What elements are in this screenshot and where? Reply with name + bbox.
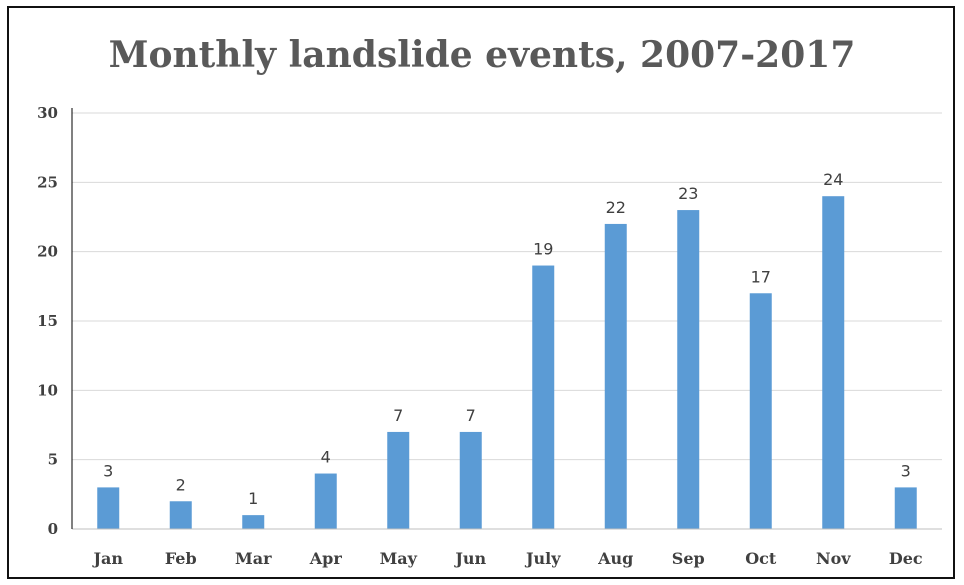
chart-title: Monthly landslide events, 2007-2017 (108, 34, 856, 76)
x-tick-label-mar: Mar (235, 549, 272, 568)
data-label-apr: 4 (321, 448, 331, 467)
bar-jun (459, 431, 482, 529)
bar-july (532, 265, 555, 529)
axes (71, 108, 942, 530)
data-label-jun: 7 (466, 406, 476, 425)
bar-oct (749, 293, 772, 529)
data-label-aug: 22 (606, 198, 626, 217)
y-tick-label: 20 (37, 243, 58, 261)
bar-may (387, 431, 410, 529)
bar-mar (242, 515, 265, 529)
bar-aug (604, 223, 627, 529)
x-tick-label-apr: Apr (309, 549, 343, 568)
gridlines (72, 112, 942, 461)
data-label-dec: 3 (901, 461, 911, 480)
x-tick-label-jun: Jun (453, 549, 486, 568)
x-tick-label-nov: Nov (816, 549, 851, 568)
labels: 0 5 10 15 20 25 30 3 Jan 2 Feb 1 Mar 4 Apr 7 May 7 Jun 19 Ju… (37, 104, 923, 568)
x-tick-label-feb: Feb (165, 549, 197, 568)
bar-jan (97, 487, 120, 529)
bars (97, 196, 917, 530)
data-label-may: 7 (393, 406, 403, 425)
data-label-mar: 1 (248, 489, 258, 508)
data-label-feb: 2 (176, 475, 186, 494)
bar-sep (677, 210, 700, 530)
x-tick-label-may: May (380, 549, 418, 568)
x-tick-label-sep: Sep (672, 549, 705, 568)
bar-nov (822, 196, 845, 529)
data-label-sep: 23 (678, 184, 698, 203)
x-tick-label-july: July (524, 549, 561, 568)
bar-feb (169, 501, 192, 529)
x-tick-label-jan: Jan (91, 549, 123, 568)
bar-apr (314, 473, 337, 529)
x-tick-label-oct: Oct (745, 549, 777, 568)
data-label-nov: 24 (823, 170, 843, 189)
bar-dec (894, 487, 917, 529)
data-label-jan: 3 (103, 461, 113, 480)
data-label-oct: 17 (751, 267, 771, 286)
data-label-july: 19 (533, 240, 553, 259)
y-tick-label: 10 (37, 381, 58, 399)
x-tick-label-dec: Dec (889, 549, 923, 568)
y-tick-label: 30 (37, 104, 58, 122)
y-tick-label: 0 (48, 520, 58, 538)
y-tick-label: 25 (37, 173, 58, 191)
y-tick-label: 15 (37, 312, 58, 330)
y-tick-label: 5 (48, 451, 58, 469)
x-tick-label-aug: Aug (597, 549, 633, 568)
